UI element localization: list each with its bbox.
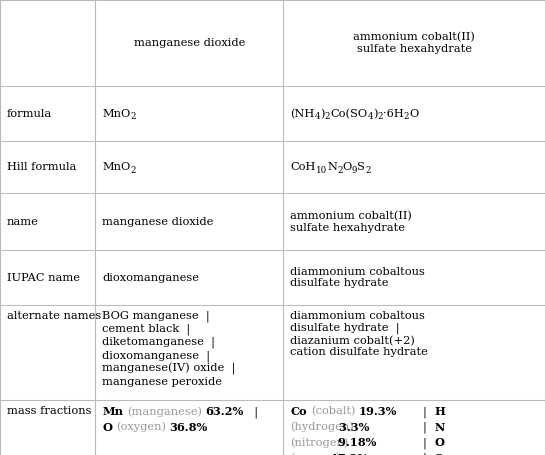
Text: name: name: [7, 217, 39, 227]
Text: O: O: [434, 437, 444, 448]
Text: IUPAC name: IUPAC name: [7, 273, 80, 283]
Text: ·6H: ·6H: [383, 109, 404, 119]
Text: |: |: [422, 406, 426, 418]
Text: O: O: [342, 162, 352, 172]
Text: Co(SO: Co(SO: [330, 109, 367, 119]
Text: manganese dioxide: manganese dioxide: [102, 217, 214, 227]
Text: Mn: Mn: [102, 406, 124, 417]
Text: BOG manganese  |
cement black  |
diketomanganese  |
dioxomanganese  |
manganese(: BOG manganese | cement black | diketoman…: [102, 311, 236, 387]
Text: 9.18%: 9.18%: [334, 437, 377, 448]
Text: Co: Co: [290, 406, 307, 417]
Text: (NH: (NH: [290, 109, 314, 119]
Text: N: N: [327, 162, 337, 172]
Text: (cobalt): (cobalt): [311, 406, 355, 417]
Text: 63.2%: 63.2%: [205, 406, 244, 417]
Text: ammonium cobalt(II)
sulfate hexahydrate: ammonium cobalt(II) sulfate hexahydrate: [353, 32, 475, 54]
Text: |: |: [422, 422, 426, 433]
Text: alternate names: alternate names: [7, 311, 101, 321]
Text: Hill formula: Hill formula: [7, 162, 76, 172]
Text: 2: 2: [377, 112, 383, 121]
Text: H: H: [434, 406, 445, 417]
Text: |: |: [247, 406, 258, 418]
Text: 9: 9: [352, 166, 357, 175]
Text: O: O: [102, 422, 112, 433]
Text: ammonium cobalt(II)
sulfate hexahydrate: ammonium cobalt(II) sulfate hexahydrate: [290, 211, 413, 233]
Text: (hydrogen): (hydrogen): [290, 422, 354, 432]
Text: (nitrogen): (nitrogen): [290, 437, 349, 448]
Text: formula: formula: [7, 109, 52, 119]
Text: 2: 2: [337, 166, 342, 175]
Text: N: N: [434, 422, 445, 433]
Text: manganese dioxide: manganese dioxide: [134, 38, 245, 48]
Text: 10: 10: [316, 166, 327, 175]
Text: ): ): [320, 109, 325, 119]
Text: 3.3%: 3.3%: [335, 422, 370, 433]
Text: O: O: [409, 109, 419, 119]
Text: MnO: MnO: [102, 109, 131, 119]
Text: ): ): [373, 109, 377, 119]
Text: 47.2%: 47.2%: [326, 453, 368, 455]
Text: 2: 2: [365, 166, 371, 175]
Text: (oxygen): (oxygen): [290, 453, 341, 455]
Text: MnO: MnO: [102, 162, 131, 172]
Text: 2: 2: [131, 112, 136, 121]
Text: S: S: [434, 453, 443, 455]
Text: diammonium cobaltous
disulfate hydrate: diammonium cobaltous disulfate hydrate: [290, 267, 425, 288]
Text: S: S: [357, 162, 365, 172]
Text: |: |: [422, 437, 426, 449]
Text: 19.3%: 19.3%: [359, 406, 397, 417]
Text: 4: 4: [367, 112, 373, 121]
Text: 2: 2: [131, 166, 136, 175]
Text: mass fractions: mass fractions: [7, 406, 92, 416]
Text: diammonium cobaltous
disulfate hydrate  |
diazanium cobalt(+2)
cation disulfate : diammonium cobaltous disulfate hydrate |…: [290, 311, 428, 358]
Text: CoH: CoH: [290, 162, 316, 172]
Text: (oxygen): (oxygen): [116, 422, 166, 432]
Text: 2: 2: [404, 112, 409, 121]
Text: 2: 2: [325, 112, 330, 121]
Text: |: |: [422, 453, 426, 455]
Text: (manganese): (manganese): [127, 406, 202, 417]
Text: 4: 4: [314, 112, 320, 121]
Text: dioxomanganese: dioxomanganese: [102, 273, 199, 283]
Text: 36.8%: 36.8%: [169, 422, 208, 433]
